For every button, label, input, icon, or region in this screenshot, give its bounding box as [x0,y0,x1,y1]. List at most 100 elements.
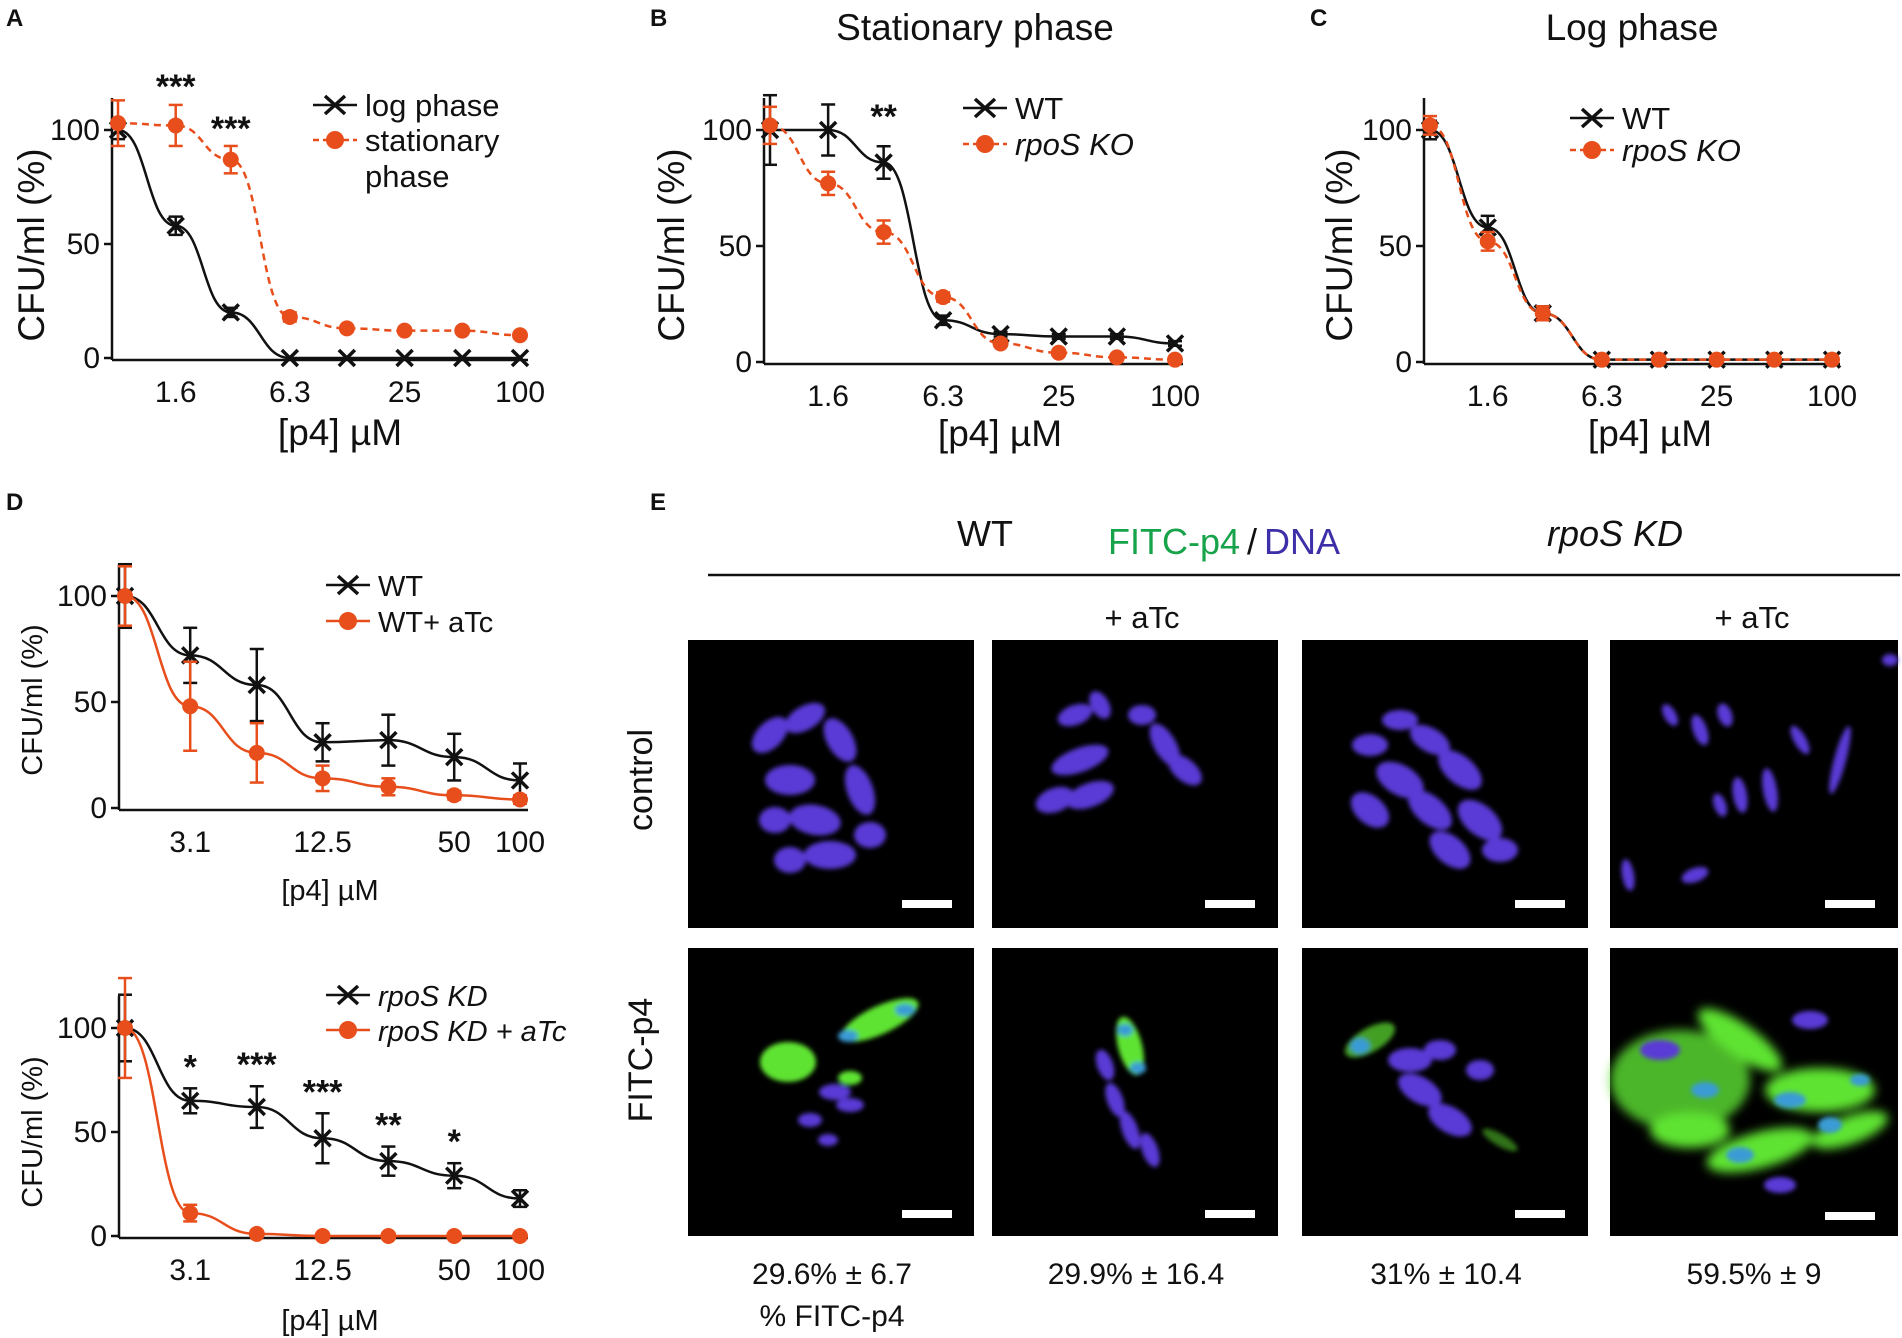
y-tick-label: 100 [702,114,752,147]
data-point-dot [454,322,471,339]
data-point-dot [182,1205,199,1222]
data-point-dot [314,770,331,787]
legend-label: WT+ aTc [378,607,493,639]
y-axis-label: CFU/ml (%) [11,148,52,341]
data-point-dot [820,175,837,192]
x-tick-label: 100 [495,826,545,859]
data-point-dot [182,698,199,715]
x-tick-label: 25 [1042,380,1075,413]
x-tick-label: 3.1 [169,1254,211,1287]
legend-label: rpoS KO [1015,127,1134,162]
row-label-control: control [622,729,660,831]
y-axis-label: CFU/ml (%) [17,624,49,775]
data-point-dot [512,1228,528,1244]
series-line [117,121,521,337]
x-tick-label: 6.3 [1581,380,1623,413]
x-tick-label: 1.6 [807,380,849,413]
y-axis-label: CFU/ml (%) [17,1056,49,1207]
panel-letter-e: E [650,489,666,516]
data-point-dot [446,787,463,804]
data-point-x [933,311,953,330]
chart-title: Log phase [1546,7,1719,48]
data-point-dot [992,335,1009,352]
data-point-dot [222,151,239,168]
data-point-dot [314,1228,331,1244]
caption-kd-atc: 59.5% ± 9 [1687,1258,1822,1291]
y-tick-label: 50 [1379,230,1412,263]
data-point-x [247,1097,267,1117]
y-tick-label: 50 [74,686,107,719]
y-tick-label: 50 [719,230,752,263]
data-point-x [510,1189,530,1208]
significance-stars: *** [303,1073,343,1111]
y-tick-label: 0 [90,792,107,825]
y-tick-label: 0 [83,342,100,375]
header-wt: WT [957,513,1013,554]
data-point-x [247,675,267,695]
data-point-dot [762,117,778,134]
x-tick-label: 100 [495,376,545,409]
x-tick-label: 50 [438,1254,471,1287]
legend-marker-dot [976,135,994,153]
image-control-wt-atc [992,640,1278,928]
sub-atc-wt: + aTc [1105,600,1180,635]
data-point-dot [1708,351,1725,368]
legend-marker-dot [339,612,357,630]
row-label-fitc: FITC-p4 [622,998,660,1123]
series-line [770,128,1176,345]
legend-label: log phase [365,88,499,123]
x-tick-label: 3.1 [169,826,211,859]
image-control-kd-atc [1610,640,1898,928]
significance-stars: * [448,1123,462,1161]
sub-atc-kd: + aTc [1715,600,1790,635]
data-point-x [1165,334,1185,353]
caption-unit: % FITC-p4 [759,1300,904,1333]
x-axis-label: [p4] µM [281,1305,378,1337]
data-point-x [166,216,185,235]
x-tick-label: 1.6 [1467,380,1509,413]
x-tick-label: 50 [438,826,471,859]
data-point-dot [1167,351,1183,368]
x-tick-label: 12.5 [293,826,351,859]
data-point-dot [110,115,126,132]
caption-kd: 31% ± 10.4 [1370,1258,1522,1291]
header-fitc-label: FITC-p4 [1108,521,1240,562]
y-tick-label: 100 [1362,114,1412,147]
x-tick-label: 1.6 [155,376,197,409]
data-point-dot [380,1228,397,1244]
data-point-dot [1766,351,1783,368]
data-point-x [313,733,332,752]
chart-b: 0 50 100 1.6 6.3 25 100 CFU/ml (%) [p4] µM Statio… [651,7,1200,454]
legend-label: WT [378,571,423,603]
legend-marker-dot [339,1021,357,1039]
data-point-dot [1422,117,1438,134]
x-tick-label: 25 [1700,380,1733,413]
data-point-x [818,120,838,140]
legend-marker-dot [326,131,344,149]
chart-title: Stationary phase [836,7,1114,48]
data-point-x [444,1166,464,1185]
panel-letter-b: B [650,5,667,32]
x-tick-label: 100 [1807,380,1857,413]
legend-label: phase [365,159,449,194]
legend-label: rpoS KD [378,981,488,1013]
image-fitc-wt-atc [992,948,1278,1236]
image-control-wt [688,640,974,928]
data-point-dot [380,778,397,795]
significance-stars: *** [211,110,251,148]
panel-letter-d: D [6,489,23,516]
data-point-dot [1824,351,1840,368]
data-point-dot [512,791,528,808]
data-point-dot [117,1020,133,1036]
panel-letter-a: A [6,5,23,32]
data-point-dot [1534,305,1551,322]
data-point-x [1049,327,1068,346]
significance-stars: ** [870,98,897,136]
y-tick-label: 100 [50,114,100,147]
x-tick-label: 25 [388,376,421,409]
data-point-x [337,348,357,368]
y-tick-label: 0 [735,346,752,379]
x-axis-label: [p4] µM [938,413,1062,454]
x-axis-label: [p4] µM [278,412,402,453]
